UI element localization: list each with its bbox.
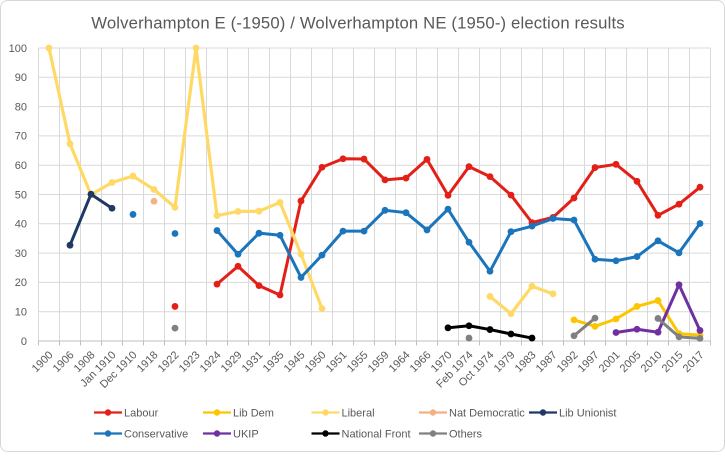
svg-text:National Front: National Front [342, 428, 411, 440]
svg-text:30: 30 [15, 248, 27, 260]
svg-text:0: 0 [21, 336, 27, 348]
svg-text:40: 40 [15, 219, 27, 231]
svg-text:Lib Dem: Lib Dem [233, 407, 274, 419]
svg-text:Nat Democratic: Nat Democratic [449, 407, 525, 419]
svg-text:Liberal: Liberal [342, 407, 375, 419]
svg-text:UKIP: UKIP [233, 428, 259, 440]
svg-text:90: 90 [15, 72, 27, 84]
svg-text:50: 50 [15, 189, 27, 201]
svg-text:Lib Unionist: Lib Unionist [559, 407, 616, 419]
svg-text:80: 80 [15, 101, 27, 113]
svg-text:Conservative: Conservative [124, 428, 188, 440]
svg-text:Labour: Labour [124, 407, 159, 419]
svg-text:Others: Others [449, 428, 483, 440]
svg-text:Wolverhampton E (-1950) / Wolv: Wolverhampton E (-1950) / Wolverhampton … [91, 14, 624, 33]
svg-text:100: 100 [9, 43, 27, 55]
svg-text:20: 20 [15, 277, 27, 289]
svg-text:70: 70 [15, 131, 27, 143]
svg-text:60: 60 [15, 160, 27, 172]
svg-text:10: 10 [15, 307, 27, 319]
